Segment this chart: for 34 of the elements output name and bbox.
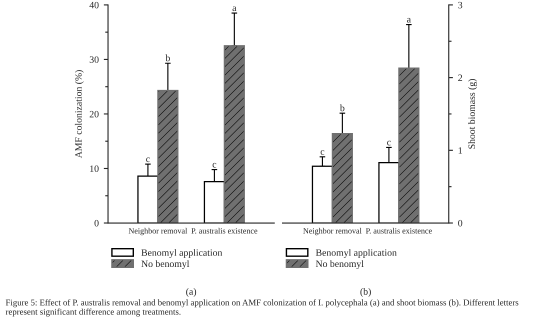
bar [332,132,353,224]
y-tick-label: 30 [90,56,99,63]
y-tick-label: 0 [94,220,99,226]
y-tick-label: 10 [90,165,99,172]
legend-label: No benomyl [141,260,190,270]
x-tick-label: Neighbor removal [128,228,188,236]
bar [398,68,420,224]
annotation: a [407,18,411,23]
y-tick-label: 20 [90,110,99,118]
x-tick-label: P. australis existence [366,228,432,234]
x-tick-label: Neighbor removal [303,228,362,236]
y2-tick-label: 2 [458,74,462,81]
bar [224,45,245,224]
y2-tick-label: 3 [458,2,462,8]
annotation: b [165,54,170,62]
annotation: c [212,162,216,168]
annotation: c [387,140,391,146]
y2-axis-title: Shoot biomass (g) [468,79,478,149]
annotation: c [146,157,150,162]
caption: Figure 5: Effect of P. australis removal and benomyl application on AMF colonization of I. polycephala (a) and shoot biomass (b). Different letters represent significant difference among treatments. [6,299,518,317]
x-tick-label: P. australis existence [191,228,258,234]
x-axis-title: (b) [360,288,371,297]
y2-tick-label: 1 [458,147,462,154]
legend-label: Benomyl application [141,249,222,258]
x-axis-title: (a) [186,288,196,297]
annotation: a [232,6,236,12]
annotation: b [340,104,344,112]
annotation: c [320,150,324,155]
y-tick-label: 40 [89,2,99,8]
y-axis-title: AMF colonization (%) [74,70,84,158]
legend-label: No benomyl [316,260,364,270]
bar [157,90,178,224]
y2-tick-label: 0 [458,220,462,226]
legend-label: Benomyl application [316,249,397,258]
